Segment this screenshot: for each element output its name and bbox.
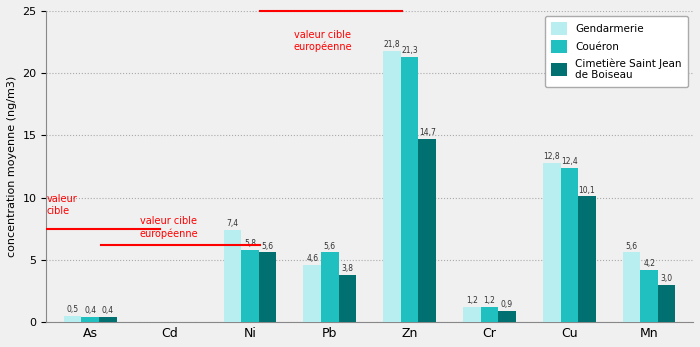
Text: 5,6: 5,6	[626, 242, 638, 251]
Text: valeur cible
européenne: valeur cible européenne	[294, 29, 353, 52]
Text: 3,0: 3,0	[661, 274, 673, 283]
Text: 0,4: 0,4	[102, 306, 114, 315]
Bar	[81, 317, 99, 322]
Text: 5,6: 5,6	[261, 242, 274, 251]
Bar	[640, 270, 658, 322]
Bar	[578, 196, 596, 322]
Bar	[241, 250, 259, 322]
Text: 4,2: 4,2	[643, 259, 655, 268]
Text: 0,4: 0,4	[84, 306, 97, 315]
Text: 12,4: 12,4	[561, 157, 578, 166]
Bar	[339, 275, 356, 322]
Legend: Gendarmerie, Couéron, Cimetière Saint Jean
de Boiseau: Gendarmerie, Couéron, Cimetière Saint Je…	[545, 16, 688, 87]
Text: 1,2: 1,2	[466, 296, 478, 305]
Bar	[321, 253, 339, 322]
Text: 14,7: 14,7	[419, 128, 435, 137]
Bar	[623, 253, 640, 322]
Bar	[223, 230, 242, 322]
Bar	[384, 51, 401, 322]
Bar	[259, 253, 276, 322]
Text: 21,3: 21,3	[401, 46, 418, 55]
Bar	[561, 168, 578, 322]
Bar	[463, 307, 481, 322]
Text: 21,8: 21,8	[384, 40, 400, 49]
Bar	[303, 265, 321, 322]
Text: 0,9: 0,9	[501, 300, 513, 309]
Text: 12,8: 12,8	[543, 152, 560, 161]
Bar	[99, 317, 117, 322]
Text: 5,6: 5,6	[323, 242, 336, 251]
Bar	[401, 57, 419, 322]
Text: 5,8: 5,8	[244, 239, 256, 248]
Bar	[498, 311, 516, 322]
Bar	[543, 163, 561, 322]
Text: 0,5: 0,5	[66, 305, 79, 314]
Text: 4,6: 4,6	[306, 254, 318, 263]
Bar	[64, 316, 81, 322]
Text: valeur
cible: valeur cible	[46, 194, 77, 215]
Text: 7,4: 7,4	[226, 219, 239, 228]
Bar	[419, 139, 436, 322]
Y-axis label: concentration moyenne (ng/m3): concentration moyenne (ng/m3)	[7, 76, 17, 257]
Bar	[481, 307, 498, 322]
Text: valeur cible
européenne: valeur cible européenne	[140, 217, 198, 239]
Text: 10,1: 10,1	[578, 186, 595, 195]
Text: 3,8: 3,8	[342, 264, 354, 273]
Text: 1,2: 1,2	[484, 296, 496, 305]
Bar	[658, 285, 676, 322]
